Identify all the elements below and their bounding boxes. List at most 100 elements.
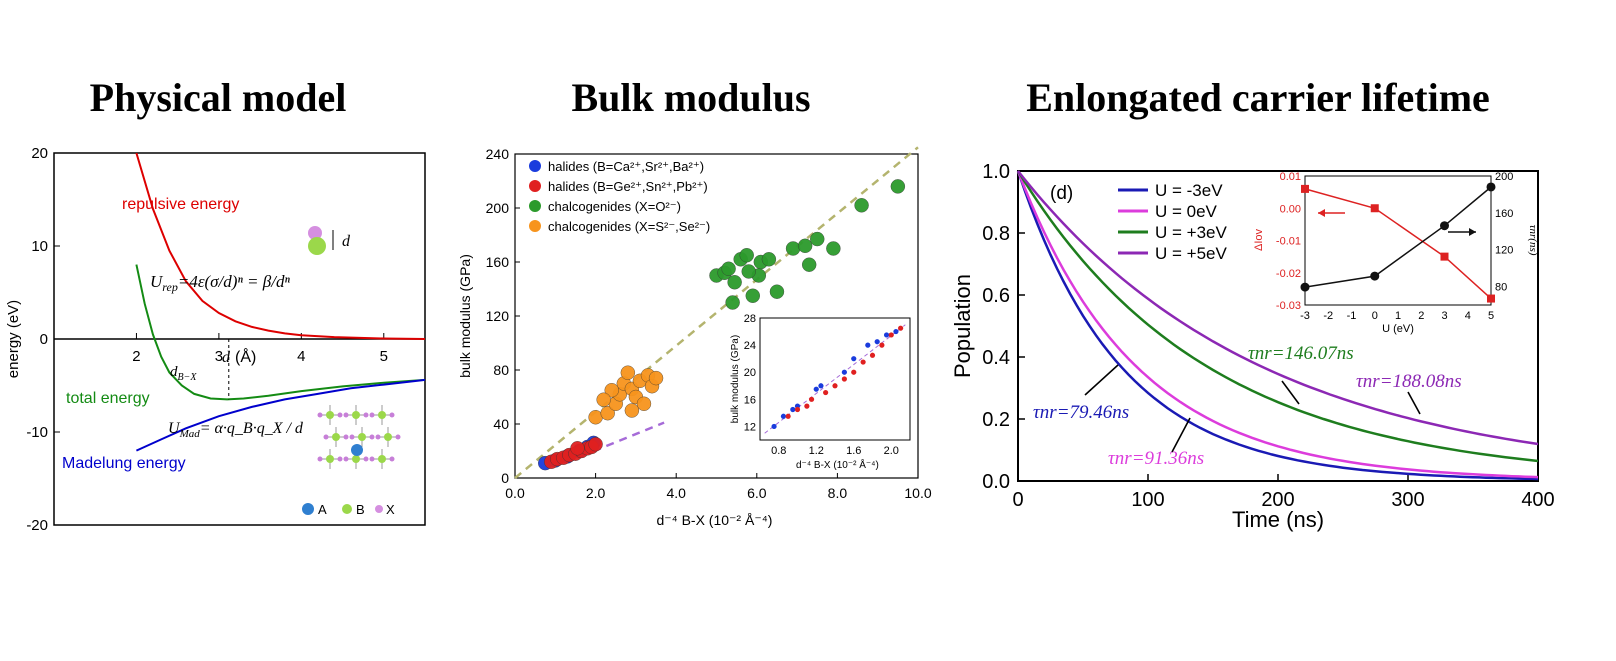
panel-label: (d) (1050, 183, 1073, 204)
inset-y-tick-label: 16 (744, 394, 756, 406)
dbx-sub: B−X (178, 372, 198, 383)
inset-point-blue (813, 386, 819, 392)
data-point (785, 241, 801, 256)
inset-frame (1304, 175, 1492, 306)
data-point (596, 392, 611, 407)
inset-delta-point (1440, 252, 1449, 261)
x-site (369, 412, 375, 418)
inset-frame (759, 317, 911, 441)
umad-rhs: = α·q_B·q_X / d (200, 420, 304, 437)
inset-point-blue (818, 383, 824, 389)
x-site (369, 434, 375, 440)
inset-x-tick-label: 5 (1488, 310, 1494, 322)
inset-left-tick-label: -0.03 (1276, 300, 1301, 312)
inset-tau-point (1370, 271, 1380, 281)
b-site (326, 411, 334, 419)
inset-right-tick-label: 160 (1495, 208, 1513, 220)
x-site (363, 412, 369, 418)
x-tick-label: 2.0 (586, 485, 606, 501)
legend-b-label: B (356, 502, 365, 517)
x-site (317, 412, 323, 418)
x-site (337, 456, 343, 462)
decay-curve (1016, 170, 1539, 479)
data-point (721, 261, 736, 276)
inset-point-red (860, 359, 866, 365)
decay-curve (1017, 170, 1539, 446)
x-axis-label: d⁻⁴ B-X (10⁻² Å⁻⁴) (657, 512, 773, 528)
inset-right-tick-label: 80 (1495, 282, 1507, 294)
y-tick-label: 10 (31, 238, 48, 255)
x-tick-label: 6.0 (747, 485, 767, 501)
inset-y-label: bulk modulus (GPa) (730, 335, 741, 423)
inset-left-tick-label: -0.01 (1276, 236, 1301, 248)
inset-point-blue (883, 332, 890, 338)
urep-lhs: U (150, 272, 164, 291)
inset-x-tick-label: -1 (1347, 310, 1357, 322)
legend-b-icon (342, 504, 352, 514)
inset-point-blue (865, 342, 871, 348)
data-point (588, 437, 603, 452)
data-point (739, 248, 754, 263)
legend-label: chalcogenides (X=S²⁻,Se²⁻) (548, 219, 710, 234)
x-site (343, 412, 349, 418)
data-point (620, 365, 636, 380)
right-panel-title: Enlongated carrier lifetime (1026, 75, 1490, 120)
inset-point-red (804, 403, 810, 409)
x-tick-label: 10.0 (904, 485, 931, 501)
a-site (351, 444, 363, 456)
total-energy-label: total energy (66, 390, 150, 407)
inset-x-tick-label: 1 (1395, 310, 1401, 322)
inset-point-red (869, 352, 876, 358)
curve-total-energy (135, 264, 425, 401)
data-point (741, 264, 756, 279)
legend-a-label: A (318, 502, 327, 517)
tau-label: τnr=79.46ns (1033, 402, 1129, 423)
data-point (636, 396, 652, 411)
legend-x-label: X (386, 502, 395, 517)
x-site (375, 434, 381, 440)
inset-x-tick-label: 3 (1441, 310, 1447, 322)
tau-arrow (1407, 391, 1421, 415)
d-axis-unit: (Å) (235, 347, 256, 366)
inset-y-tick-label: 28 (744, 313, 756, 325)
carrier-lifetime-chart: 0.0 0.2 0.4 0.6 0.8 1.0 0 100 200 300 400 Populatio… (950, 161, 1555, 532)
b-atom-icon (308, 237, 326, 255)
inset-x-tick-label: 0 (1372, 310, 1378, 322)
x-tick-label: 200 (1261, 489, 1294, 511)
x-site (389, 456, 395, 462)
b-site (326, 455, 334, 463)
legend-a-icon (302, 503, 314, 515)
urep-rhs: =4ε(σ/d)ⁿ = β/dⁿ (178, 272, 291, 291)
x-tick-label: 300 (1391, 489, 1424, 511)
inset-right-tick-label: 120 (1495, 245, 1513, 257)
legend-label: U = +5eV (1155, 244, 1227, 263)
inset-point-blue (790, 406, 796, 413)
y-axis-label: Population (950, 274, 975, 378)
urep-sub: rep (162, 280, 178, 294)
x-site (317, 456, 323, 462)
inset-right-tick-label: 200 (1495, 171, 1513, 183)
legend-label: halides (B=Ge²⁺,Sn²⁺,Pb²⁺) (548, 179, 708, 194)
inset-point-blue (771, 423, 777, 430)
y-tick-label: 200 (486, 200, 510, 216)
data-point (604, 383, 619, 398)
data-point (801, 257, 817, 272)
x-tick-label: 400 (1521, 489, 1554, 511)
inset-y-tick-label: 24 (744, 340, 756, 352)
inset-delta-point (1370, 204, 1379, 213)
x-tick-label: 100 (1131, 489, 1164, 511)
inset-left-label: ΔIov (1253, 228, 1265, 251)
inset-delta-point (1487, 294, 1495, 303)
inset-x-tick-label: 2.0 (884, 445, 899, 457)
x-site (343, 456, 349, 462)
legend-marker (529, 180, 541, 192)
inset-delta-point (1301, 184, 1309, 193)
inset-x-tick-label: -3 (1300, 310, 1310, 322)
tau-label: τnr=146.07ns (1248, 343, 1354, 364)
repulsive-energy-label: repulsive energy (122, 196, 239, 213)
tau-arrow (1171, 417, 1191, 453)
y-tick-label: 0.6 (982, 285, 1010, 307)
legend-label: halides (B=Ca²⁺,Sr²⁺,Ba²⁺) (548, 159, 704, 174)
data-point (810, 231, 825, 247)
